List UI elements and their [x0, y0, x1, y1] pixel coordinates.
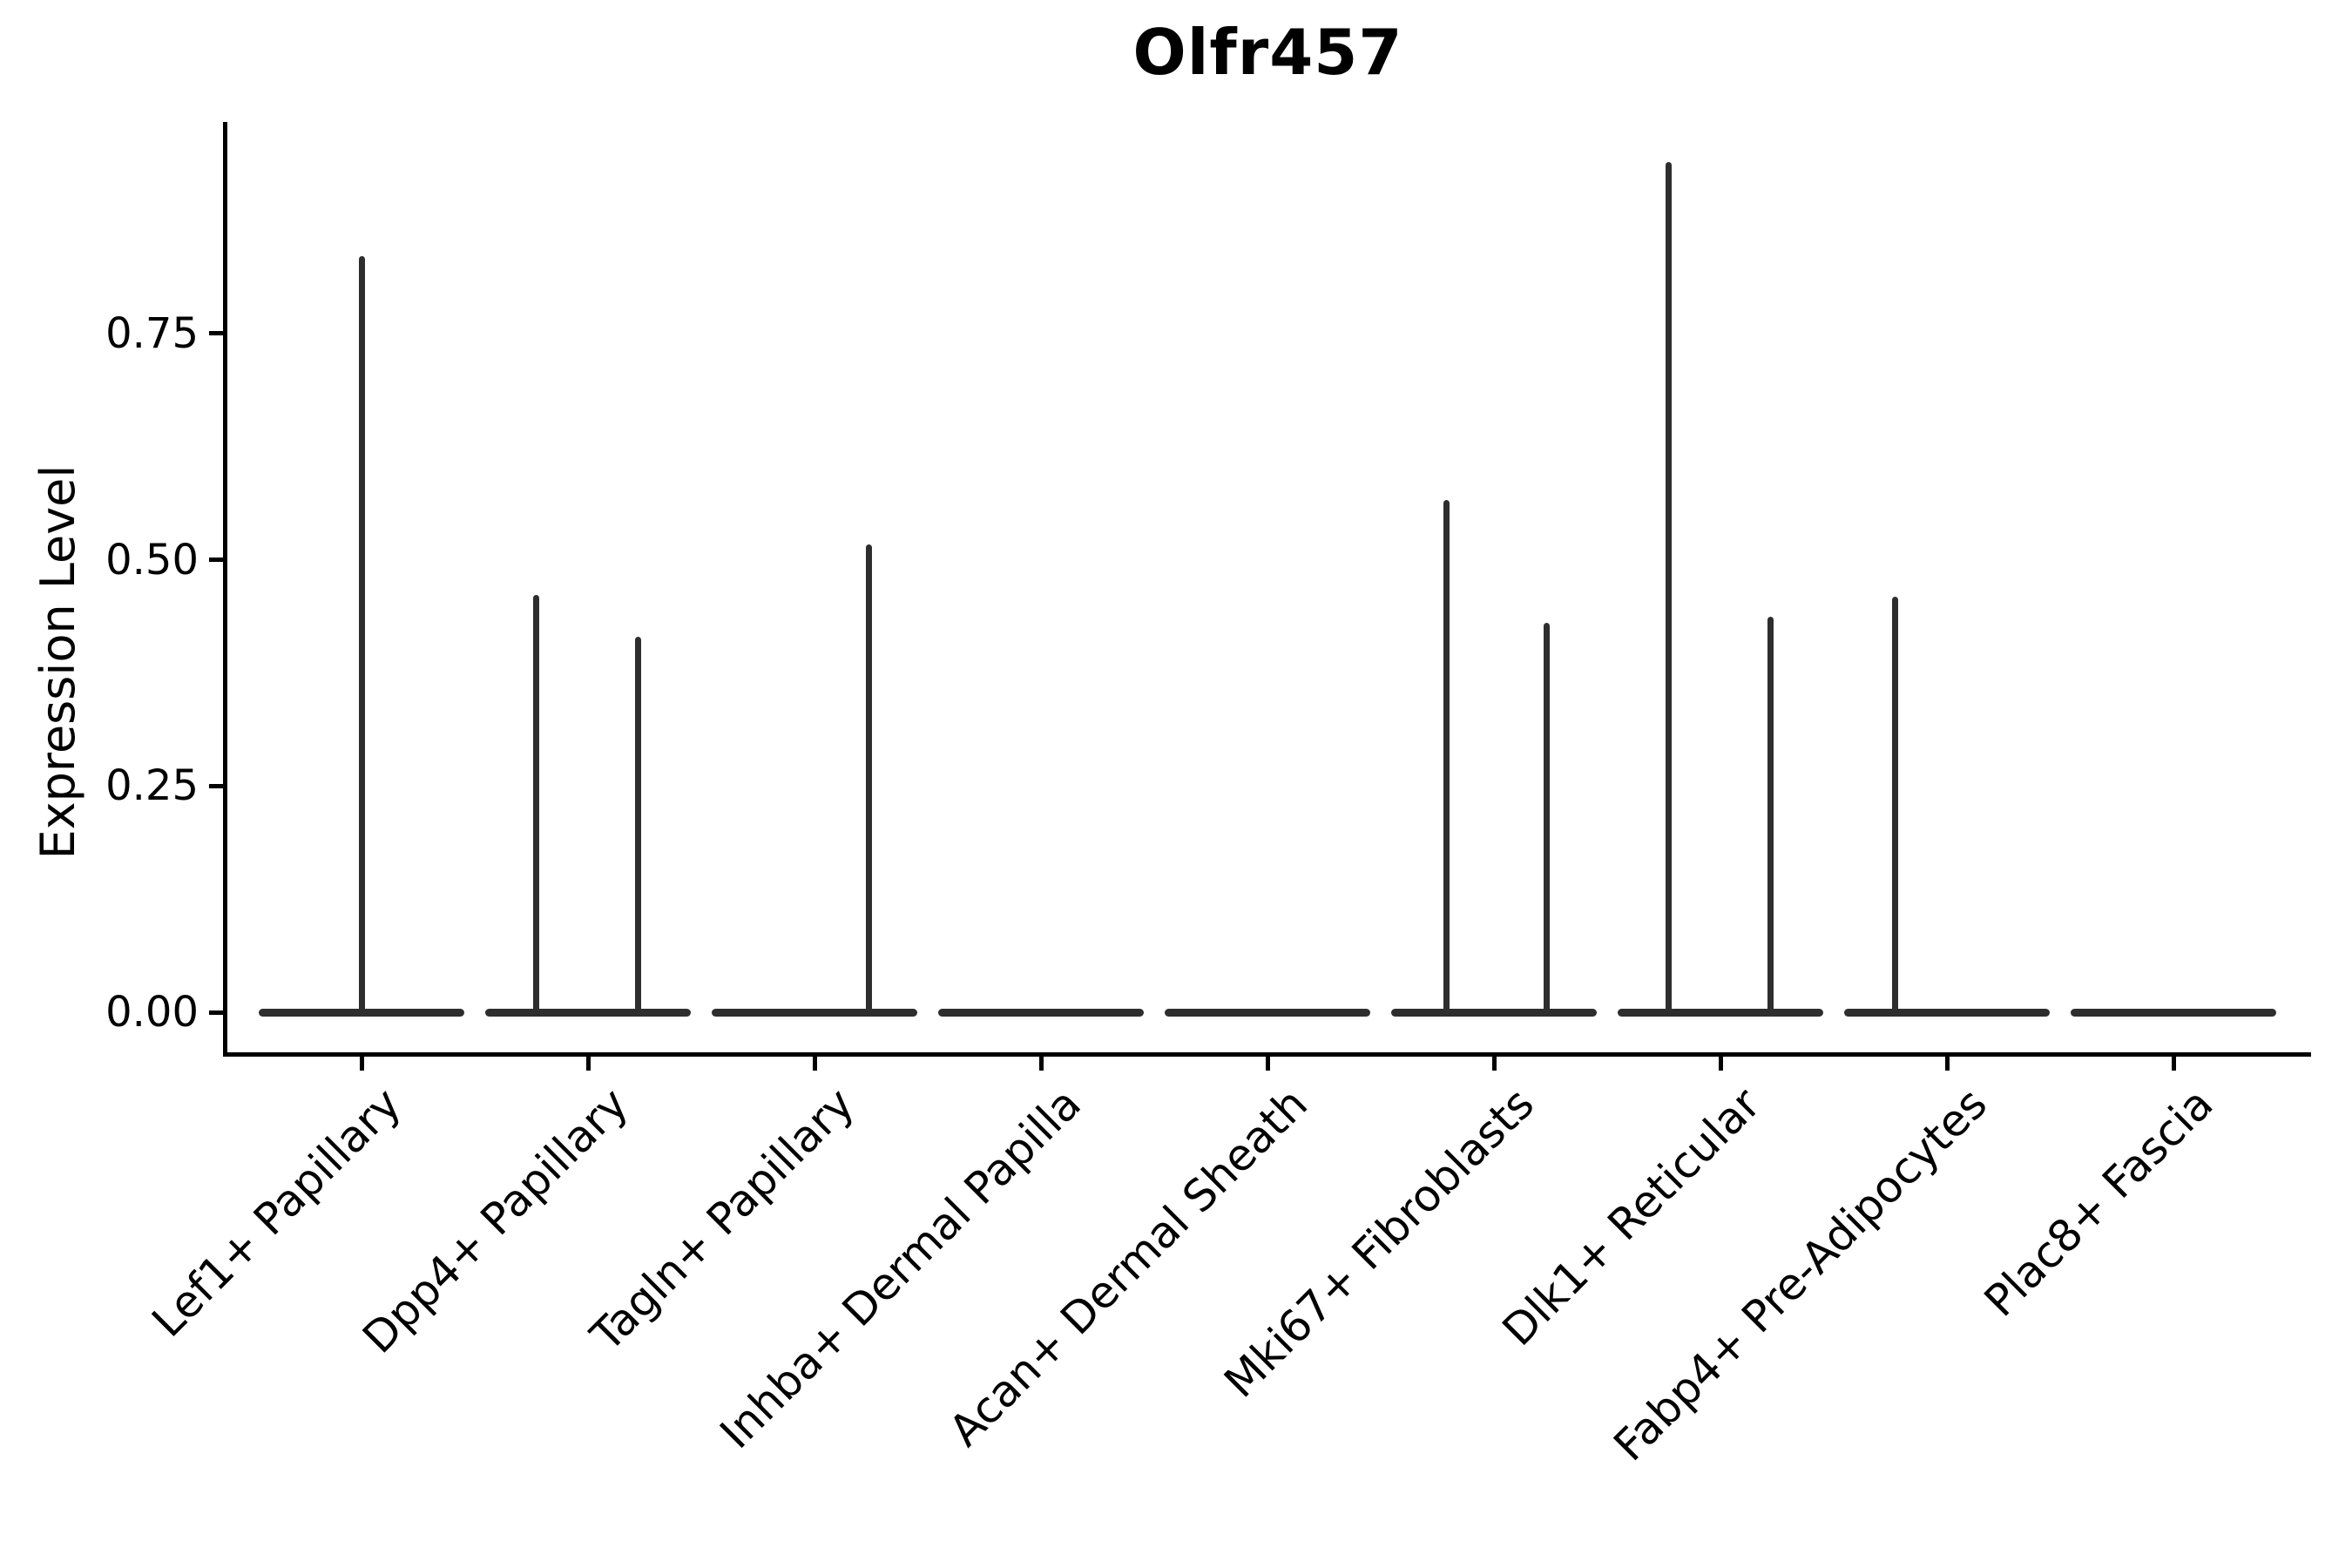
violin-spike	[865, 544, 872, 1017]
violin-spike	[358, 255, 365, 1017]
y-tick-label: 0.75	[105, 308, 199, 358]
y-tick	[209, 331, 223, 336]
y-axis-line	[223, 122, 227, 1057]
violin-spike	[1665, 161, 1672, 1017]
y-tick	[209, 783, 223, 788]
violin-baseline	[938, 1009, 1144, 1017]
y-tick-label: 0.50	[105, 535, 199, 585]
violin-baseline	[712, 1009, 917, 1017]
x-tick	[2171, 1057, 2176, 1071]
x-axis-line	[223, 1052, 2311, 1057]
x-tick	[812, 1057, 817, 1071]
x-tick-label: Plac8+ Fascia	[1975, 1078, 2223, 1327]
y-tick	[209, 1010, 223, 1015]
violin-spike	[1543, 623, 1550, 1017]
y-tick-label: 0.00	[105, 988, 199, 1037]
x-tick	[1038, 1057, 1044, 1071]
violin-spike	[1891, 597, 1898, 1017]
violin-spike	[1767, 617, 1774, 1017]
violin-baseline	[1618, 1009, 1823, 1017]
x-tick-label: Lef1+ Papillary	[142, 1078, 411, 1347]
x-tick	[1265, 1057, 1270, 1071]
x-tick	[1718, 1057, 1723, 1071]
violin-baseline	[1165, 1009, 1370, 1017]
x-tick	[359, 1057, 364, 1071]
x-tick	[1944, 1057, 1950, 1071]
x-tick	[1491, 1057, 1497, 1071]
violin-spike	[532, 595, 539, 1017]
violin-baseline	[485, 1009, 691, 1017]
x-tick	[585, 1057, 591, 1071]
chart-title: Olfr457	[1132, 16, 1403, 89]
violin-baseline	[1844, 1009, 2050, 1017]
violin-spike	[1443, 500, 1450, 1017]
y-tick-label: 0.25	[105, 761, 199, 811]
violin-baseline	[2071, 1009, 2276, 1017]
violin-spike	[634, 636, 641, 1017]
x-tick-label: Fabp4+ Pre-Adipocytes	[1604, 1078, 1997, 1471]
y-tick	[209, 558, 223, 563]
violin-baseline	[1391, 1009, 1597, 1017]
